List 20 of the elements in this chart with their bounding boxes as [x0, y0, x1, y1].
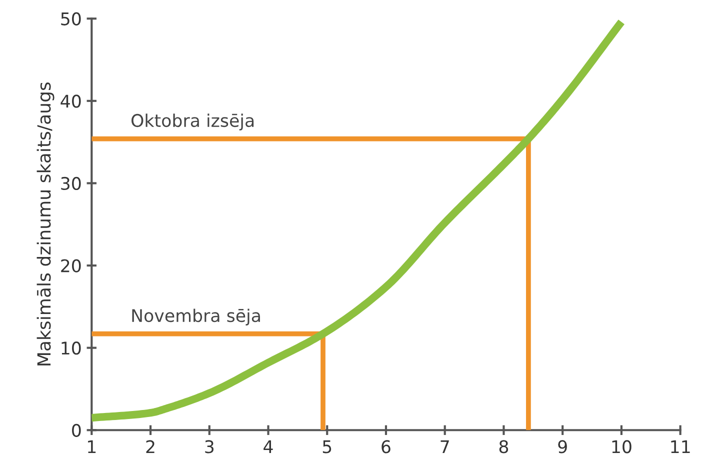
x-tick-label: 5 — [322, 440, 332, 454]
x-tick-label: 1 — [88, 440, 96, 454]
y-tick-label: 30 — [61, 176, 81, 190]
x-tick-label: 10 — [612, 440, 632, 454]
x-tick-label: 6 — [382, 440, 390, 454]
x-tick-label: 3 — [205, 440, 214, 454]
annotation: Novembra sēja — [132, 308, 260, 326]
y-axis-title: Maksimāls dzinumu skaits/augs — [36, 82, 54, 366]
x-tick-label: 9 — [558, 440, 567, 454]
y-tick-label: 20 — [61, 259, 81, 272]
annotation: Oktobra izsēja — [132, 114, 254, 130]
x-tick-label: 11 — [671, 440, 690, 454]
x-tick-label: 2 — [146, 440, 154, 454]
y-tick-label: 40 — [60, 94, 81, 108]
x-tick-label: 4 — [264, 440, 273, 454]
y-tick-label: 0 — [72, 424, 81, 437]
y-tick-label: 10 — [62, 342, 81, 355]
x-tick-label: 8 — [499, 440, 508, 454]
y-tick-label: 50 — [61, 12, 81, 26]
x-tick-label: 7 — [440, 440, 449, 454]
